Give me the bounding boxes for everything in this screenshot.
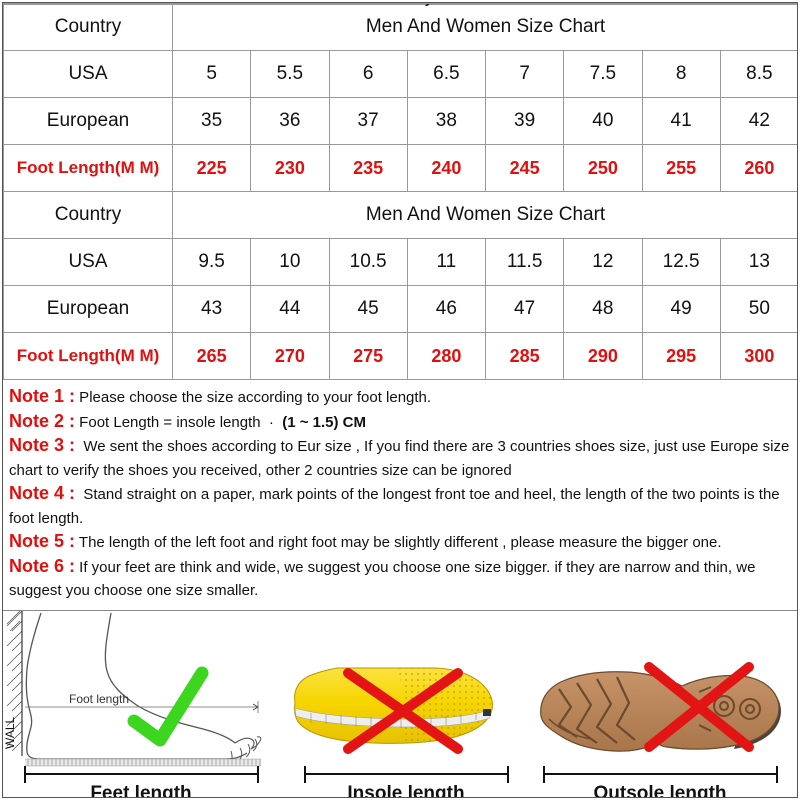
svg-text:Feet length: Feet length [90,783,191,799]
svg-text:Insole length: Insole length [347,783,464,799]
svg-text:Foot length: Foot length [69,692,129,706]
svg-text:WALL: WALL [3,716,17,749]
svg-text:Outsole length: Outsole length [594,783,727,799]
